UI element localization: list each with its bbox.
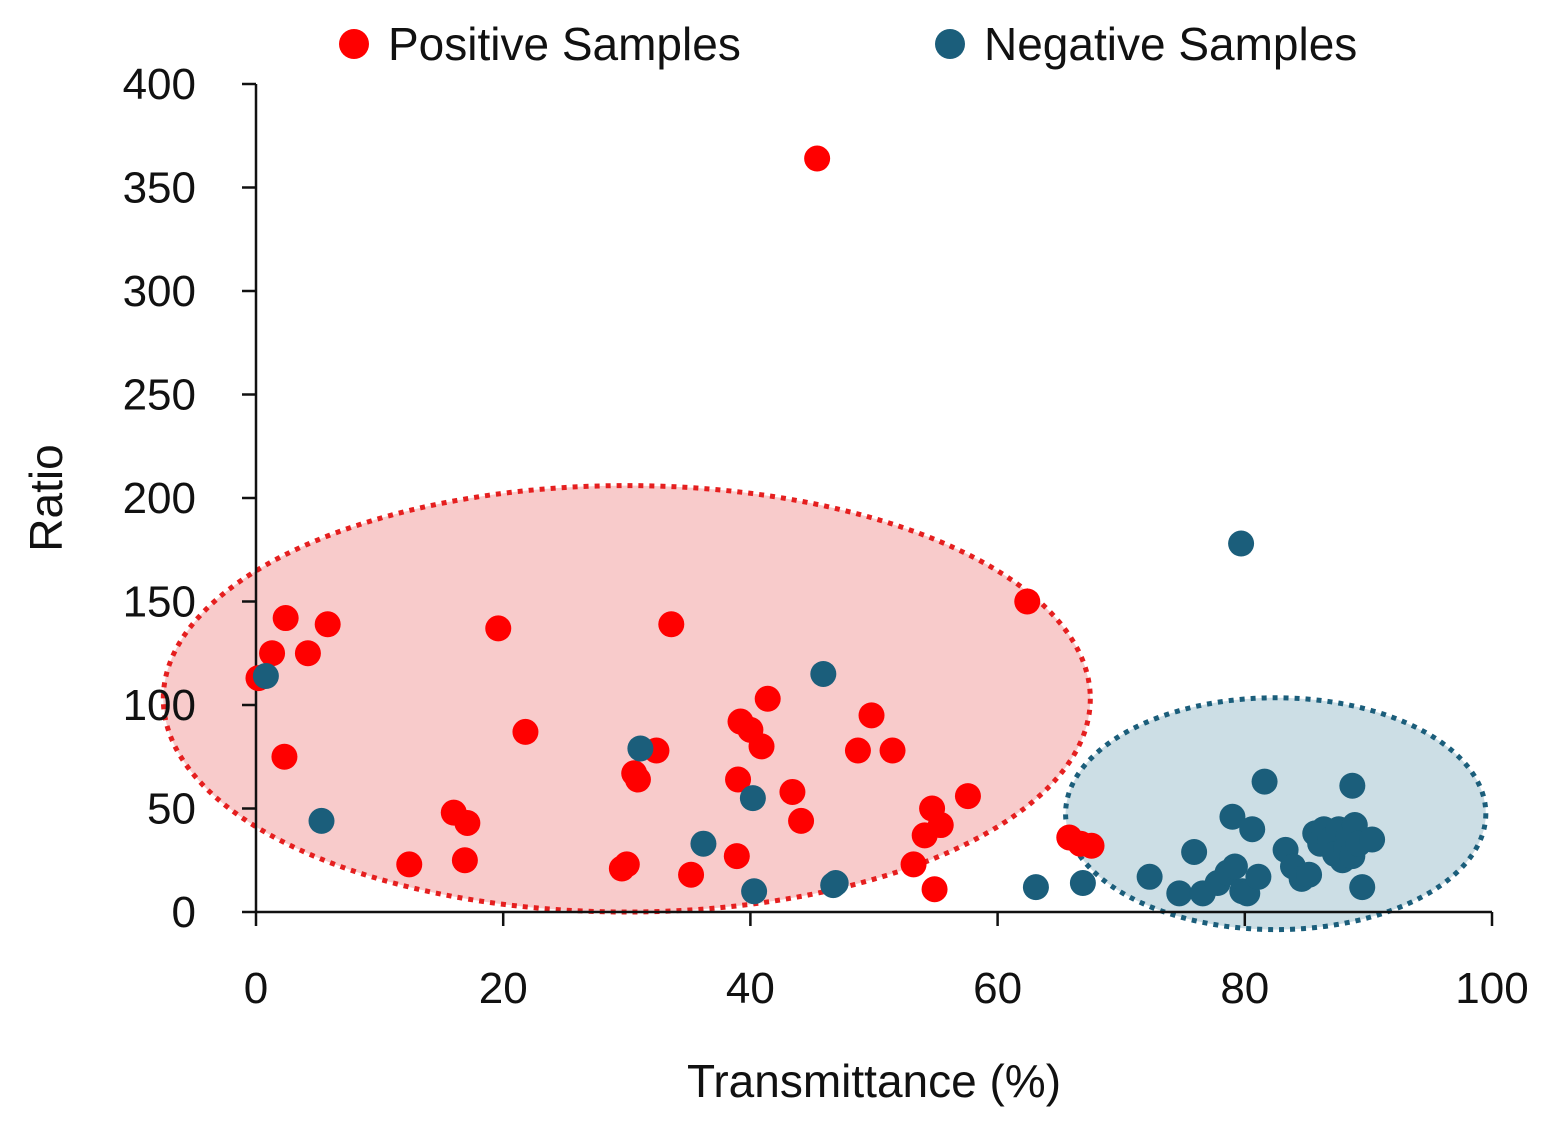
negative-sample-point xyxy=(1228,530,1255,557)
negative-sample-point xyxy=(1136,863,1163,890)
y-tick-label: 350 xyxy=(123,164,196,213)
y-tick-label: 200 xyxy=(123,474,196,523)
cluster-ellipses xyxy=(160,483,1489,933)
y-tick-label: 100 xyxy=(123,681,196,730)
positive-sample-point xyxy=(725,766,752,793)
positive-sample-point xyxy=(858,702,885,729)
data-points xyxy=(245,145,1386,907)
positive-sample-point xyxy=(804,145,831,172)
positive-sample-point xyxy=(788,807,815,834)
negative-sample-point xyxy=(690,830,717,857)
positive-sample-point xyxy=(723,843,750,870)
x-axis-title: Transmittance (%) xyxy=(687,1055,1061,1107)
positive-sample-point xyxy=(512,718,539,745)
positive-sample-point xyxy=(624,766,651,793)
positive-sample-point xyxy=(921,876,948,903)
positive-sample-point xyxy=(613,851,640,878)
y-tick-label: 50 xyxy=(147,785,196,834)
negative-sample-point xyxy=(1221,853,1248,880)
negative-sample-point xyxy=(1339,772,1366,799)
positive-sample-point xyxy=(748,733,775,760)
positive-sample-point xyxy=(954,783,981,810)
negative-sample-point xyxy=(741,878,768,905)
y-tick-label: 150 xyxy=(123,578,196,627)
negative-sample-point xyxy=(1219,803,1246,830)
legend-marker-positive xyxy=(339,29,369,59)
positive-sample-point xyxy=(779,778,806,805)
negative-sample-point xyxy=(1296,861,1323,888)
negative-sample-point xyxy=(739,785,766,812)
negative-sample-point xyxy=(1239,816,1266,843)
y-tick-label: 300 xyxy=(123,267,196,316)
negative-sample-point xyxy=(1251,768,1278,795)
negative-cluster-ellipse xyxy=(1063,695,1489,933)
positive-sample-point xyxy=(259,640,286,667)
negative-sample-point xyxy=(810,660,837,687)
positive-sample-point xyxy=(1014,588,1041,615)
x-tick-label: 0 xyxy=(244,964,268,1013)
y-tick-label: 400 xyxy=(123,60,196,109)
y-axis-title: Ratio xyxy=(20,444,72,551)
negative-sample-point xyxy=(252,663,279,690)
positive-sample-point xyxy=(314,611,341,638)
positive-sample-point xyxy=(396,851,423,878)
positive-sample-point xyxy=(485,615,512,642)
positive-sample-point xyxy=(451,847,478,874)
positive-sample-point xyxy=(454,809,481,836)
x-tick-label: 80 xyxy=(1220,964,1269,1013)
x-tick-label: 20 xyxy=(479,964,528,1013)
positive-sample-point xyxy=(678,861,705,888)
negative-sample-point xyxy=(1069,870,1096,897)
y-tick-label: 0 xyxy=(172,888,196,937)
negative-sample-point xyxy=(1022,874,1049,901)
negative-sample-point xyxy=(1181,838,1208,865)
positive-sample-point xyxy=(844,737,871,764)
y-tick-label: 250 xyxy=(123,371,196,420)
positive-sample-point xyxy=(294,640,321,667)
negative-sample-point xyxy=(822,870,849,897)
x-tick-label: 60 xyxy=(973,964,1022,1013)
legend-label-positive: Positive Samples xyxy=(388,18,741,70)
legend-label-negative: Negative Samples xyxy=(984,18,1357,70)
positive-sample-point xyxy=(927,812,954,839)
legend-marker-negative xyxy=(935,29,965,59)
negative-sample-point xyxy=(627,735,654,762)
positive-sample-point xyxy=(879,737,906,764)
axis-ticks: 0 50 100 150 200 250 300 350 400 0 20 40 60 80 100 xyxy=(123,60,1529,1013)
negative-sample-point xyxy=(1245,863,1272,890)
negative-sample-point xyxy=(1166,880,1193,907)
negative-sample-point xyxy=(1359,826,1386,853)
negative-sample-point xyxy=(308,807,335,834)
negative-sample-point xyxy=(1349,874,1376,901)
positive-cluster-ellipse xyxy=(160,483,1093,915)
positive-sample-point xyxy=(271,743,298,770)
positive-sample-point xyxy=(900,851,927,878)
positive-sample-point xyxy=(1078,832,1105,859)
positive-sample-point xyxy=(754,685,781,712)
legend: Positive Samples Negative Samples xyxy=(339,18,1357,70)
positive-sample-point xyxy=(658,611,685,638)
x-tick-label: 100 xyxy=(1455,964,1528,1013)
positive-sample-point xyxy=(272,605,299,632)
x-tick-label: 40 xyxy=(726,964,775,1013)
